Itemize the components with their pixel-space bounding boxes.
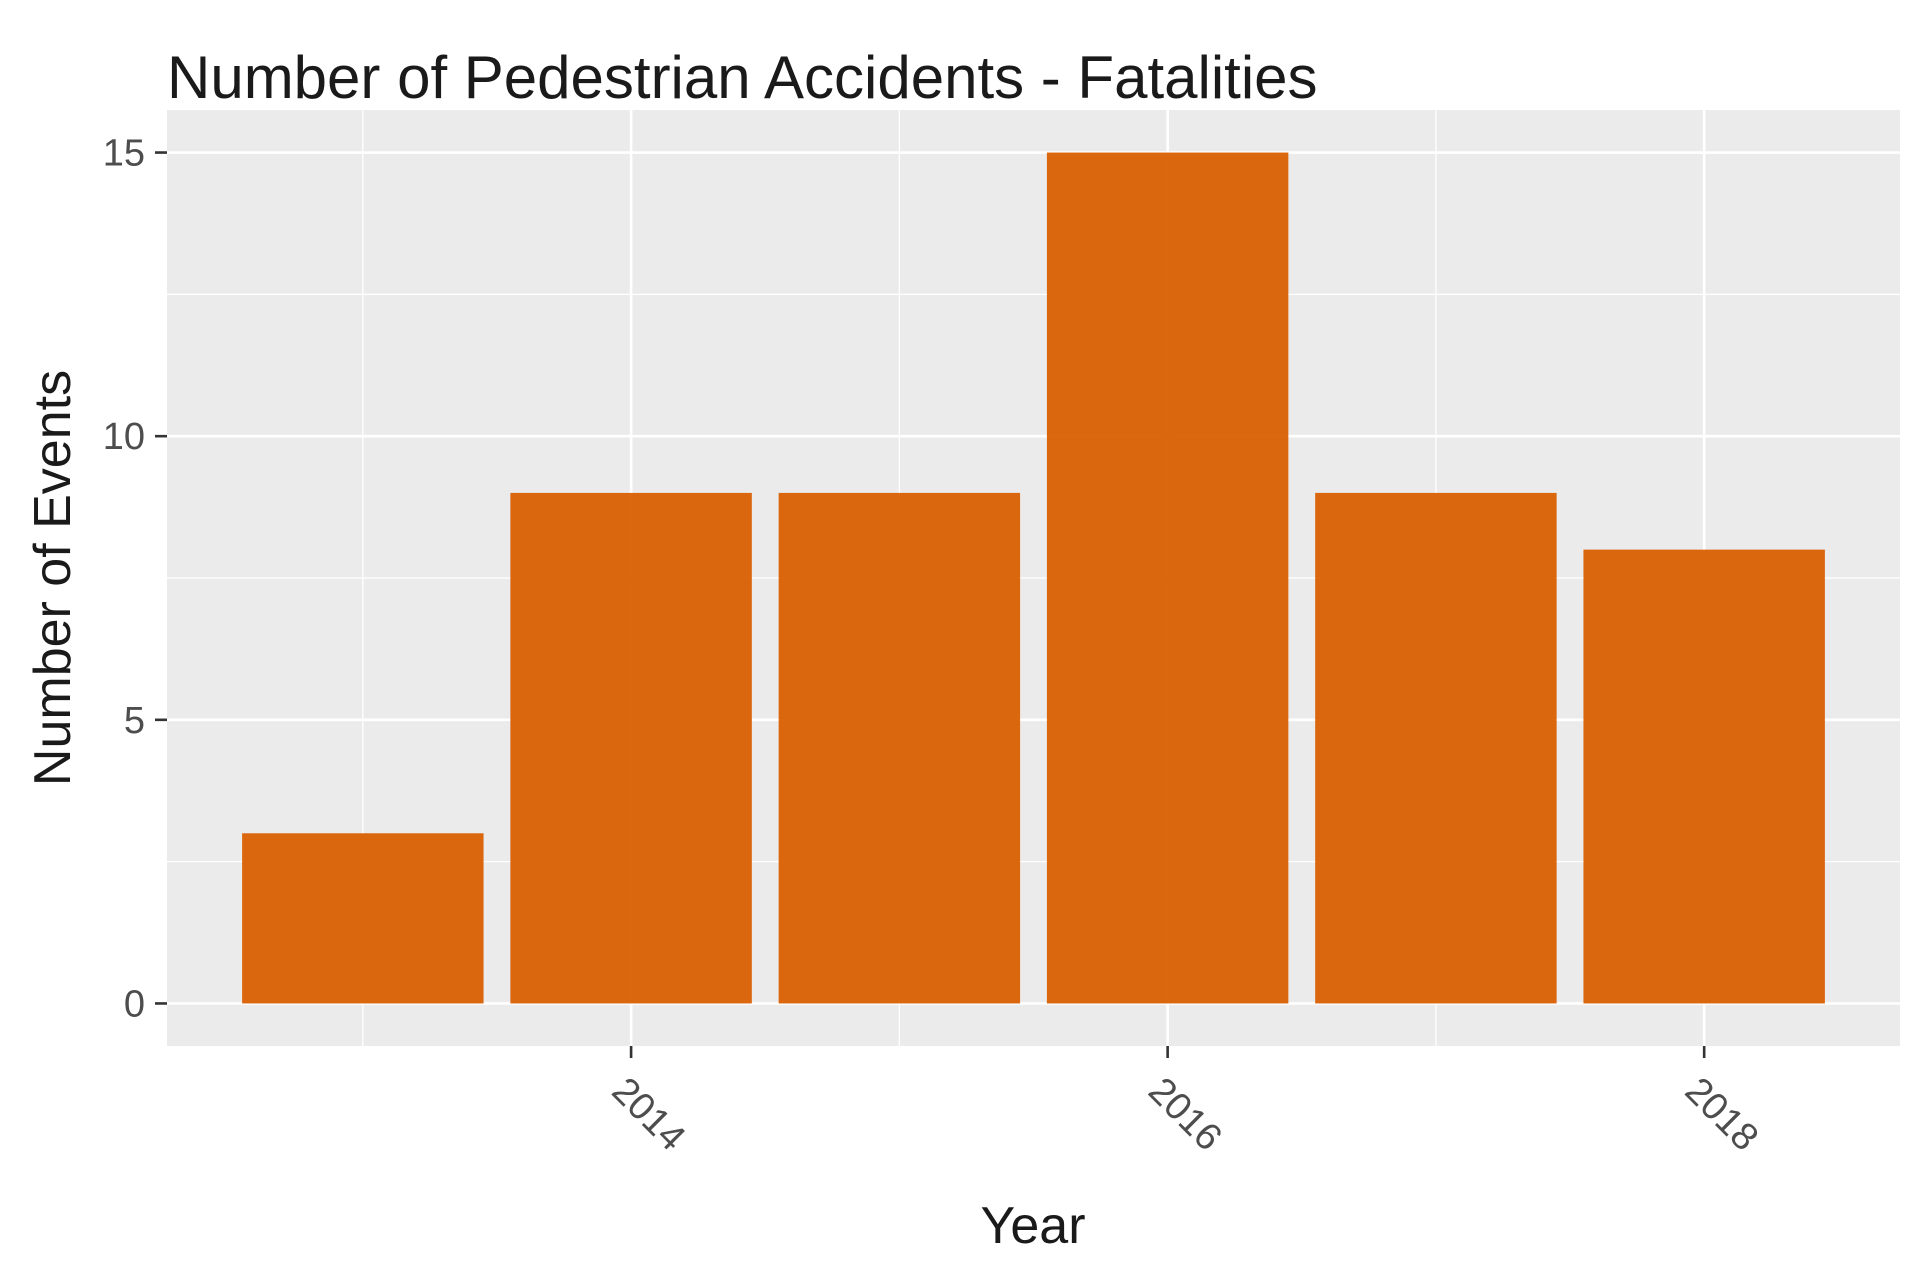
x-axis: 2014 2016 2018 xyxy=(604,1046,1766,1159)
chart-title: Number of Pedestrian Accidents - Fatalit… xyxy=(167,44,1318,111)
x-tick-label: 2016 xyxy=(1140,1070,1229,1159)
y-tick-label: 10 xyxy=(103,416,145,458)
y-axis-title: Number of Events xyxy=(24,370,82,786)
y-axis: 0 5 10 15 xyxy=(103,133,167,1025)
bar-2014 xyxy=(510,492,752,1004)
bar-2018 xyxy=(1583,549,1825,1004)
bars xyxy=(242,152,1825,1004)
x-tick-label: 2018 xyxy=(1677,1070,1766,1159)
bar-2016 xyxy=(1046,152,1289,1004)
bar-2017 xyxy=(1315,492,1557,1004)
bar-2015 xyxy=(778,492,1021,1004)
y-tick-label: 15 xyxy=(103,133,145,175)
x-axis-title: Year xyxy=(980,1197,1085,1255)
bar-2013 xyxy=(242,833,484,1004)
x-tick-label: 2014 xyxy=(604,1070,693,1159)
y-tick-label: 5 xyxy=(124,700,145,742)
y-tick-label: 0 xyxy=(124,983,145,1025)
